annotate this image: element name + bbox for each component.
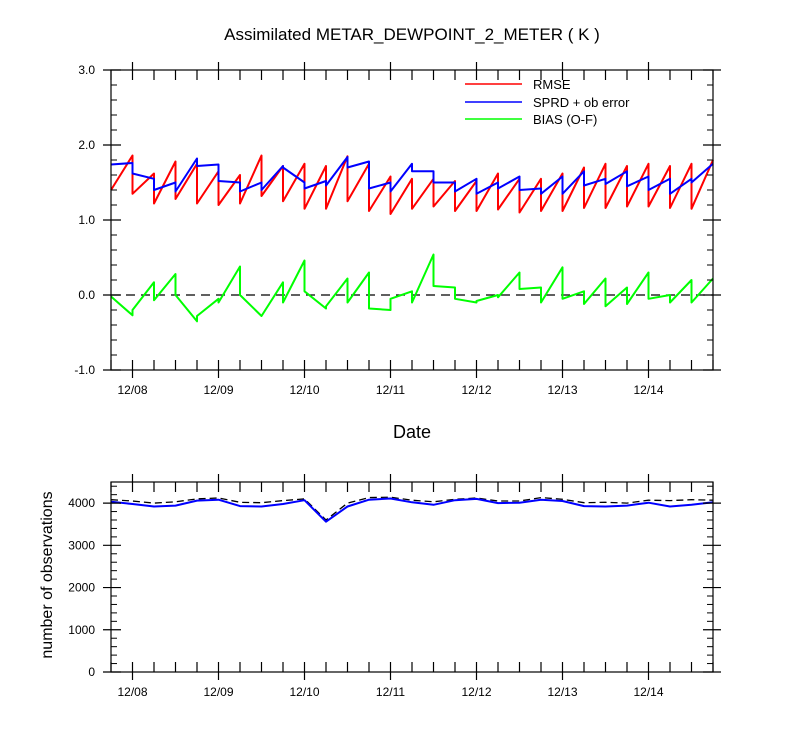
top-series-bias-o-f [110,253,714,323]
bottom-chart-panel: 12/08 12/09 12/10 12/11 12/12 12/13 12/14 0 1000… [68,474,721,699]
top-y-tick-label: 3.0 [78,63,95,77]
bottom-y-tick-label: 0 [88,665,95,679]
bottom-series-group [110,496,714,523]
bottom-y-tick-label: 4000 [68,496,95,510]
top-x-tick-label: 12/14 [633,383,663,397]
bottom-x-tick-label: 12/13 [547,685,577,699]
bottom-x-tick-label: 12/09 [203,685,233,699]
x-axis-label: Date [393,422,431,442]
top-x-tick-label: 12/12 [461,383,491,397]
bottom-x-tick-label: 12/11 [376,685,405,699]
bottom-x-tick-label: 12/10 [289,685,319,699]
bottom-x-tick-label: 12/12 [461,685,491,699]
bottom-y-tick-label: 3000 [68,538,95,552]
legend: RMSE SPRD + ob error BIAS (O-F) [465,77,630,127]
bottom-series-obs-assimilated [110,497,714,523]
top-chart-panel: 12/08 12/09 12/10 12/11 12/12 12/13 12/14 -1.0 0… [74,62,721,397]
top-series-sprd-ob-error [110,156,714,195]
top-x-tick-label: 12/10 [289,383,319,397]
top-x-tick-label: 12/13 [547,383,577,397]
bottom-x-tick-label: 12/14 [633,685,663,699]
legend-rmse-label: RMSE [533,77,571,92]
top-plot-frame [110,69,714,371]
bottom-plot-frame [110,481,714,673]
legend-spread-label: SPRD + ob error [533,95,630,110]
top-axes-group: 12/08 12/09 12/10 12/11 12/12 12/13 12/14 -1.0 0… [74,62,721,397]
bottom-y-tick-label: 1000 [68,623,95,637]
bottom-series-obs-possible [110,496,714,521]
legend-bias-label: BIAS (O-F) [533,112,597,127]
top-y-tick-label: 1.0 [78,213,95,227]
bottom-x-tick-label: 12/08 [117,685,147,699]
top-y-tick-label: 2.0 [78,138,95,152]
bottom-axes-group: 12/08 12/09 12/10 12/11 12/12 12/13 12/14 0 1000… [68,474,721,699]
top-y-tick-label: 0.0 [78,288,95,302]
chart-title: Assimilated METAR_DEWPOINT_2_METER ( K ) [224,25,600,44]
top-y-tick-label: -1.0 [74,363,95,377]
top-x-tick-label: 12/11 [376,383,405,397]
bottom-y-tick-label: 2000 [68,581,95,595]
top-x-tick-label: 12/09 [203,383,233,397]
top-series-group [110,154,714,323]
bottom-y-axis-label: number of observations [39,491,56,658]
top-x-tick-label: 12/08 [117,383,147,397]
